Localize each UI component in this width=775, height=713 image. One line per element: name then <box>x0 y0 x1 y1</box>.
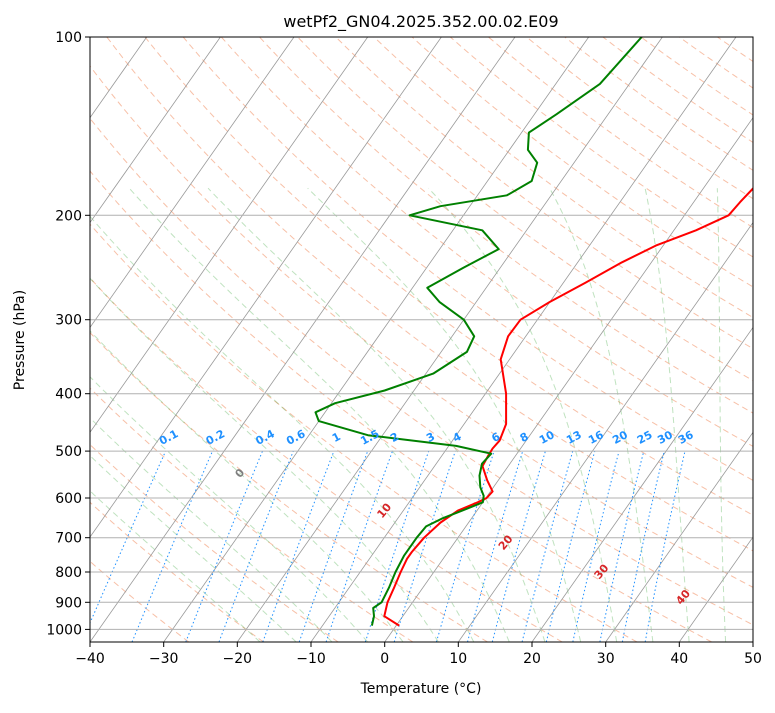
y-tick-label: 500 <box>55 444 82 460</box>
x-tick-label: −20 <box>223 651 253 667</box>
chart-title: wetPf2_GN04.2025.352.00.02.E09 <box>283 12 558 32</box>
y-tick-label: 900 <box>55 595 82 611</box>
x-axis-label: Temperature (°C) <box>360 681 482 697</box>
y-tick-label: 200 <box>55 208 82 224</box>
x-tick-label: 20 <box>523 651 541 667</box>
y-tick-label: 100 <box>55 30 82 46</box>
x-tick-label: 0 <box>380 651 389 667</box>
x-tick-label: −30 <box>149 651 179 667</box>
y-axis-label: Pressure (hPa) <box>12 290 28 390</box>
y-tick-label: 800 <box>55 565 82 581</box>
x-tick-label: 30 <box>597 651 615 667</box>
x-tick-label: −10 <box>296 651 326 667</box>
x-tick-label: 50 <box>744 651 762 667</box>
y-tick-label: 600 <box>55 491 82 507</box>
y-tick-label: 300 <box>55 313 82 329</box>
x-tick-label: 40 <box>670 651 688 667</box>
y-tick-label: 1000 <box>46 622 82 638</box>
y-tick-label: 700 <box>55 531 82 547</box>
x-tick-label: 10 <box>449 651 467 667</box>
y-tick-label: 400 <box>55 387 82 403</box>
x-tick-label: −40 <box>75 651 105 667</box>
